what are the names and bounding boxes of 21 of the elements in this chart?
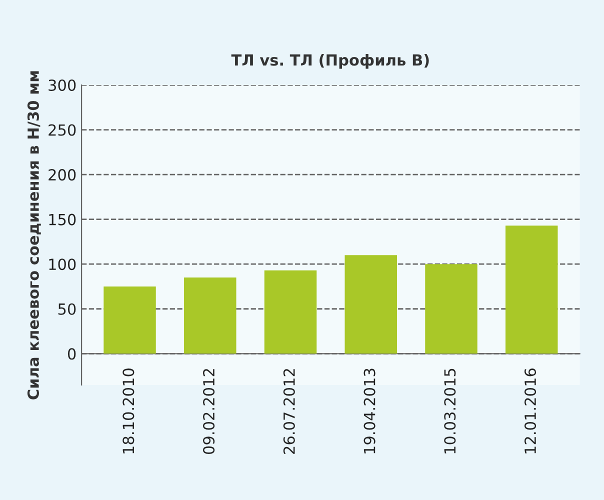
- x-tick-label: 26.07.2012: [283, 369, 295, 454]
- chart-title: ТЛ vs. ТЛ (Профиль B): [231, 54, 429, 69]
- y-tick-label: 250: [48, 124, 76, 136]
- bar: [264, 270, 317, 354]
- bar: [184, 278, 236, 354]
- y-tick-label: 100: [49, 258, 76, 270]
- y-tick-label: 300: [48, 79, 76, 92]
- y-tick-label: 150: [49, 214, 76, 226]
- x-tick-label: 12.01.2016: [524, 368, 536, 454]
- y-tick-label: 200: [48, 169, 76, 181]
- y-axis-title: Сила клеевого соединения в Н/30 мм: [27, 71, 41, 400]
- bar: [344, 255, 397, 354]
- bar: [505, 226, 558, 354]
- y-tick-label: 50: [58, 303, 76, 315]
- x-tick-label: 18.10.2010: [122, 368, 134, 454]
- bar: [425, 264, 478, 354]
- x-tick-label: 10.03.2015: [444, 368, 456, 454]
- y-tick-label: 0: [68, 348, 76, 360]
- bar: [104, 286, 156, 354]
- x-tick-label: 09.02.2012: [203, 369, 215, 454]
- x-tick-label: 19.04.2013: [364, 368, 376, 454]
